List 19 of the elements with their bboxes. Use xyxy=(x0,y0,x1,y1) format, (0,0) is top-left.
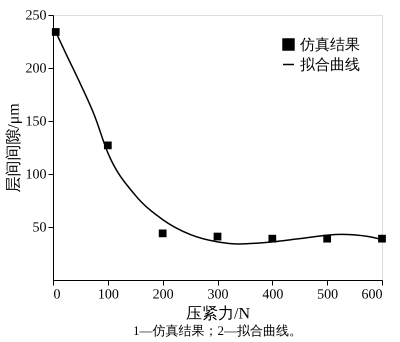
legend-label: 仿真结果 xyxy=(299,36,360,54)
x-tick-label: 500 xyxy=(317,288,338,302)
x-tick-label: 600 xyxy=(362,288,382,302)
y-tick-label: 250 xyxy=(26,8,46,24)
x-tick-label: 0 xyxy=(54,288,60,302)
y-tick-label: 200 xyxy=(26,62,46,76)
x-axis-title: 压紧力/N xyxy=(186,304,250,322)
legend-label: 拟合曲线 xyxy=(300,56,360,74)
x-tick-label: 200 xyxy=(152,288,174,302)
y-axis-title: 层间间隙/μm xyxy=(4,102,22,193)
text: 1—仿真结果；2—拟合曲线。 xyxy=(133,323,302,338)
x-tick-label: 400 xyxy=(262,288,284,302)
y-tick-label: 100 xyxy=(26,168,46,182)
x-tick-label: 100 xyxy=(98,288,119,302)
point xyxy=(214,232,222,240)
y-tick-label: 150 xyxy=(26,114,46,130)
y-tick-label: 50 xyxy=(32,220,46,236)
point xyxy=(158,229,167,238)
x-tick-label: 300 xyxy=(208,288,228,302)
